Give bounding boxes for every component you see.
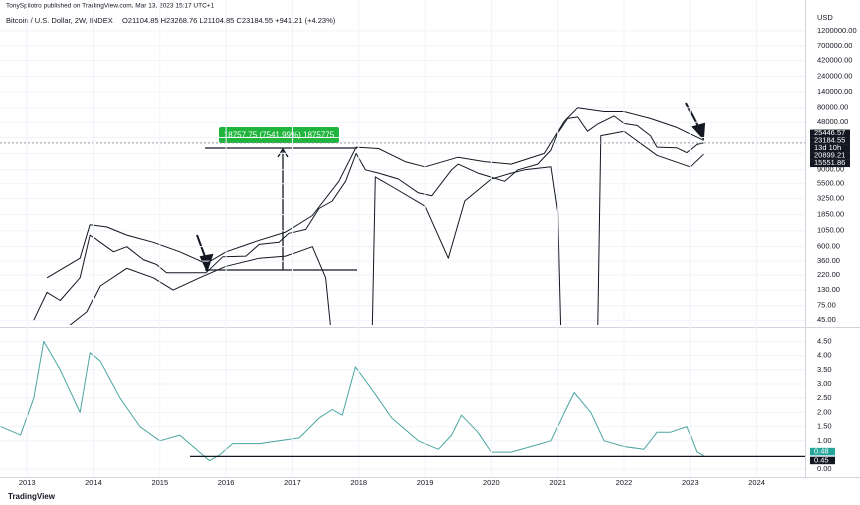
y-tick-label: 130.00: [817, 285, 840, 294]
y-tick-label: 1200000.00: [817, 26, 857, 35]
series-line: [0, 340, 704, 462]
price-tag-label: 23184.55: [814, 136, 845, 145]
countdown-label: 13d 10h: [814, 143, 841, 152]
measure-arrowhead: [277, 147, 289, 158]
x-tick-label: 2019: [417, 478, 434, 487]
arrow: [196, 234, 214, 273]
x-tick-label: 2017: [284, 478, 301, 487]
ohlc: O21104.85 H23268.76 L21104.85 C23184.55 …: [122, 16, 336, 25]
value-tag: [810, 456, 835, 465]
y-tick-label: 75.00: [817, 301, 836, 310]
y-tick-label: 140000.00: [817, 87, 852, 96]
price-tag: [810, 159, 850, 168]
price-tag: [810, 137, 850, 145]
y-tick-label: 9000.00: [817, 165, 844, 174]
pane: [0, 30, 805, 325]
series-line: [33, 115, 704, 321]
y-tick-label: 4.50: [817, 336, 832, 345]
x-tick-label: 2016: [218, 478, 235, 487]
y-tick-label: 80000.00: [817, 103, 848, 112]
x-tick-label: 2014: [85, 478, 102, 487]
y-axis-label: USD: [817, 13, 833, 22]
value-tag-label: 0.48: [814, 447, 829, 456]
y-tick-label: 2.50: [817, 393, 832, 402]
y-tick-label: 5500.00: [817, 179, 844, 188]
x-tick-label: 2022: [616, 478, 633, 487]
y-tick-label: 240000.00: [817, 72, 852, 81]
value-tag: [810, 447, 835, 456]
y-tick-label: 1.00: [817, 436, 832, 445]
x-tick-label: 2021: [549, 478, 566, 487]
y-tick-label: 3.00: [817, 379, 832, 388]
measure-label: 18757.75 (7541.99%) 1875775: [224, 131, 335, 140]
y-tick-label: 3250.00: [817, 194, 844, 203]
pane: [0, 340, 805, 470]
y-tick-label: 4.00: [817, 351, 832, 360]
y-tick-label: 45.00: [817, 315, 836, 324]
countdown-tag: [810, 144, 850, 153]
y-tick-label: 1050.00: [817, 226, 844, 235]
y-tick-label: 220.00: [817, 270, 840, 279]
x-tick-label: 2018: [350, 478, 367, 487]
x-tick-label: 2024: [748, 478, 765, 487]
series-line: [69, 130, 704, 325]
x-tick-label: 2023: [682, 478, 699, 487]
price-tag-label: 15551.86: [814, 158, 845, 167]
y-tick-label: 3.50: [817, 365, 832, 374]
y-tick-label: 0.00: [817, 464, 832, 473]
y-tick-label: 2.00: [817, 407, 832, 416]
price-tag: [810, 152, 850, 160]
price-tag: [810, 129, 850, 138]
y-tick-label: 600.00: [817, 242, 840, 251]
value-tag-label: 0.45: [814, 455, 829, 464]
x-tick-label: 2013: [19, 478, 36, 487]
logo: TradingView: [8, 492, 56, 501]
source: TonySpilotro published on TradingView.co…: [6, 3, 215, 10]
y-tick-label: 1850.00: [817, 210, 844, 219]
y-tick-label: 420000.00: [817, 56, 852, 65]
x-tick-label: 2020: [483, 478, 500, 487]
y-tick-label: 700000.00: [817, 41, 852, 50]
price-tag-label: 25446.57: [814, 128, 845, 137]
series-line: [46, 107, 704, 279]
measure-box: [219, 127, 339, 143]
y-tick-label: 48000.00: [817, 117, 848, 126]
y-tick-label: 360.00: [817, 256, 840, 265]
chart-title: Bitcoin / U.S. Dollar, 2W, INDEX: [6, 16, 113, 25]
y-tick-label: 1.50: [817, 422, 832, 431]
price-tag-label: 20899.21: [814, 151, 845, 160]
x-tick-label: 2015: [151, 478, 168, 487]
